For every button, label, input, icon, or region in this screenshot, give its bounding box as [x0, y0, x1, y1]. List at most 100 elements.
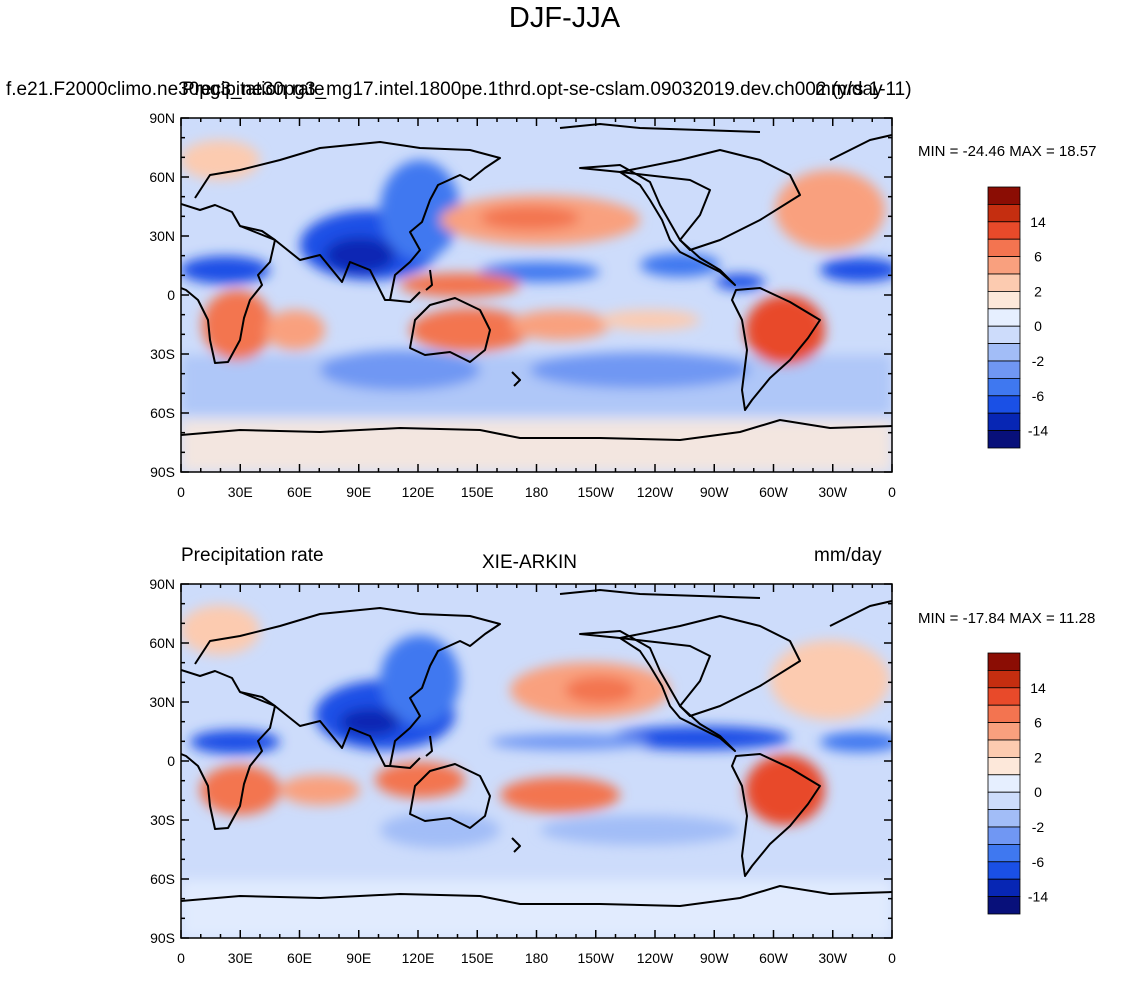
y-tick-label: 0 — [167, 753, 175, 769]
panel-2-contours — [181, 605, 892, 938]
colorbar-swatch — [987, 722, 1021, 741]
y-tick-label: 90S — [150, 930, 175, 946]
colorbar-swatch — [987, 861, 1021, 880]
colorbar-label: 2 — [1034, 749, 1042, 765]
colorbar-swatch — [987, 791, 1021, 811]
panel-1-colorbar: 14 6 2 0 -2 -6 -14 — [987, 186, 1048, 449]
y-tick-label: 90N — [149, 110, 175, 126]
panel-2-map: 0 30E 60E 90E 120E 150E 180 150W 120W 90W 60W 30W 09… — [149, 576, 896, 966]
colorbar-label: -14 — [1028, 423, 1048, 439]
x-tick-label: 150E — [461, 484, 494, 500]
colorbar-swatch — [987, 273, 1021, 292]
colorbar-swatch — [987, 308, 1021, 327]
y-tick-label: 30S — [150, 812, 175, 828]
x-tick-label: 120W — [637, 484, 674, 500]
colorbar-swatch — [987, 704, 1021, 724]
panel-1-contours — [181, 140, 892, 472]
colorbar-swatch — [987, 757, 1021, 776]
panel-2-title-left: Precipitation rate — [181, 545, 324, 566]
panel-2-title-right: mm/day — [814, 545, 882, 566]
colorbar-swatch — [987, 826, 1021, 845]
panel-1-background — [181, 118, 892, 472]
colorbar-swatch — [987, 670, 1021, 689]
colorbar-swatch — [987, 360, 1021, 379]
y-tick-label: 0 — [167, 287, 175, 303]
y-tick-label: 30N — [149, 228, 175, 244]
colorbar-swatch — [987, 896, 1021, 915]
colorbar-swatch — [987, 652, 1021, 671]
colorbar-swatch — [987, 739, 1021, 758]
colorbar-label: 6 — [1034, 715, 1042, 731]
colorbar-swatch — [987, 774, 1021, 793]
panel-1-title-right: mm/day — [815, 79, 883, 100]
colorbar-swatch — [987, 878, 1021, 898]
y-tick-label: 90N — [149, 576, 175, 592]
colorbar-swatch — [987, 430, 1021, 449]
colorbar-swatch — [987, 221, 1021, 240]
colorbar-swatch — [987, 290, 1021, 310]
colorbar-label: 6 — [1034, 249, 1042, 265]
panel-1-title-left: f.e21.F2000climo.ne30pg3_ne30pg3_mg17.in… — [6, 79, 912, 100]
colorbar-label: -2 — [1032, 353, 1045, 369]
colorbar-label: -6 — [1032, 854, 1045, 870]
x-tick-label: 120E — [402, 484, 435, 500]
colorbar-swatch — [987, 186, 1021, 205]
x-tick-label: 60W — [759, 950, 789, 966]
colorbar-label: -2 — [1032, 819, 1045, 835]
colorbar-swatch — [987, 256, 1021, 275]
colorbar-swatch — [987, 844, 1021, 863]
panel-1-stats: MIN = -24.46 MAX = 18.57 — [918, 143, 1097, 160]
colorbar-label: -14 — [1028, 889, 1048, 905]
main-title: DJF-JJA — [508, 2, 621, 34]
panel-2-title-center: XIE-ARKIN — [482, 552, 578, 573]
x-tick-label: 180 — [525, 484, 549, 500]
x-tick-label: 30E — [228, 484, 253, 500]
colorbar-swatch — [987, 395, 1021, 414]
colorbar-swatch — [987, 343, 1021, 362]
x-tick-label: 150E — [461, 950, 494, 966]
x-tick-label: 90W — [700, 484, 730, 500]
colorbar-swatch — [987, 238, 1021, 257]
panel-1-coastlines — [181, 123, 892, 441]
colorbar-label: 14 — [1030, 214, 1046, 230]
colorbar-label: 0 — [1034, 784, 1042, 800]
colorbar-swatch — [987, 203, 1021, 223]
panel-1-map: 0 30E 60E 90E 120E 150E 180 150W 120W 90W 60W 30W 09… — [149, 110, 896, 500]
x-tick-label: 30W — [818, 484, 848, 500]
x-tick-label: 0 — [177, 950, 185, 966]
x-tick-label: 90E — [346, 950, 371, 966]
colorbar-label: 14 — [1030, 680, 1046, 696]
x-tick-label: 30W — [818, 950, 848, 966]
colorbar-label: 2 — [1034, 283, 1042, 299]
colorbar-swatch — [987, 325, 1021, 345]
x-tick-label: 0 — [888, 950, 896, 966]
x-tick-label: 150W — [577, 950, 614, 966]
x-tick-label: 90W — [700, 950, 730, 966]
colorbar-swatch — [987, 809, 1021, 828]
x-tick-label: 30E — [228, 950, 253, 966]
x-tick-label: 60E — [287, 484, 312, 500]
panel-2-coastlines — [181, 589, 892, 907]
x-tick-label: 60E — [287, 950, 312, 966]
y-tick-label: 60S — [150, 405, 175, 421]
y-tick-label: 30N — [149, 694, 175, 710]
panel-2-ticks: 0 30E 60E 90E 120E 150E 180 150W 120W 90W 60W 30W 09… — [149, 576, 896, 966]
y-tick-label: 60S — [150, 871, 175, 887]
panel-2-stats: MIN = -17.84 MAX = 11.28 — [918, 610, 1096, 627]
x-tick-label: 60W — [759, 484, 789, 500]
panel-1-ticks: 0 30E 60E 90E 120E 150E 180 150W 120W 90W 60W 30W 09… — [149, 110, 896, 500]
x-tick-label: 90E — [346, 484, 371, 500]
colorbar-swatch — [987, 412, 1021, 432]
colorbar-swatch — [987, 687, 1021, 706]
colorbar-label: -6 — [1032, 388, 1045, 404]
y-tick-label: 90S — [150, 464, 175, 480]
x-tick-label: 0 — [177, 484, 185, 500]
x-tick-label: 150W — [577, 484, 614, 500]
colorbar-swatch — [987, 377, 1021, 397]
y-tick-label: 60N — [149, 169, 175, 185]
panel-2-colorbar: 14 6 2 0 -2 -6 -14 — [987, 652, 1048, 915]
colorbar-label: 0 — [1034, 318, 1042, 334]
x-tick-label: 180 — [525, 950, 549, 966]
y-tick-label: 60N — [149, 635, 175, 651]
